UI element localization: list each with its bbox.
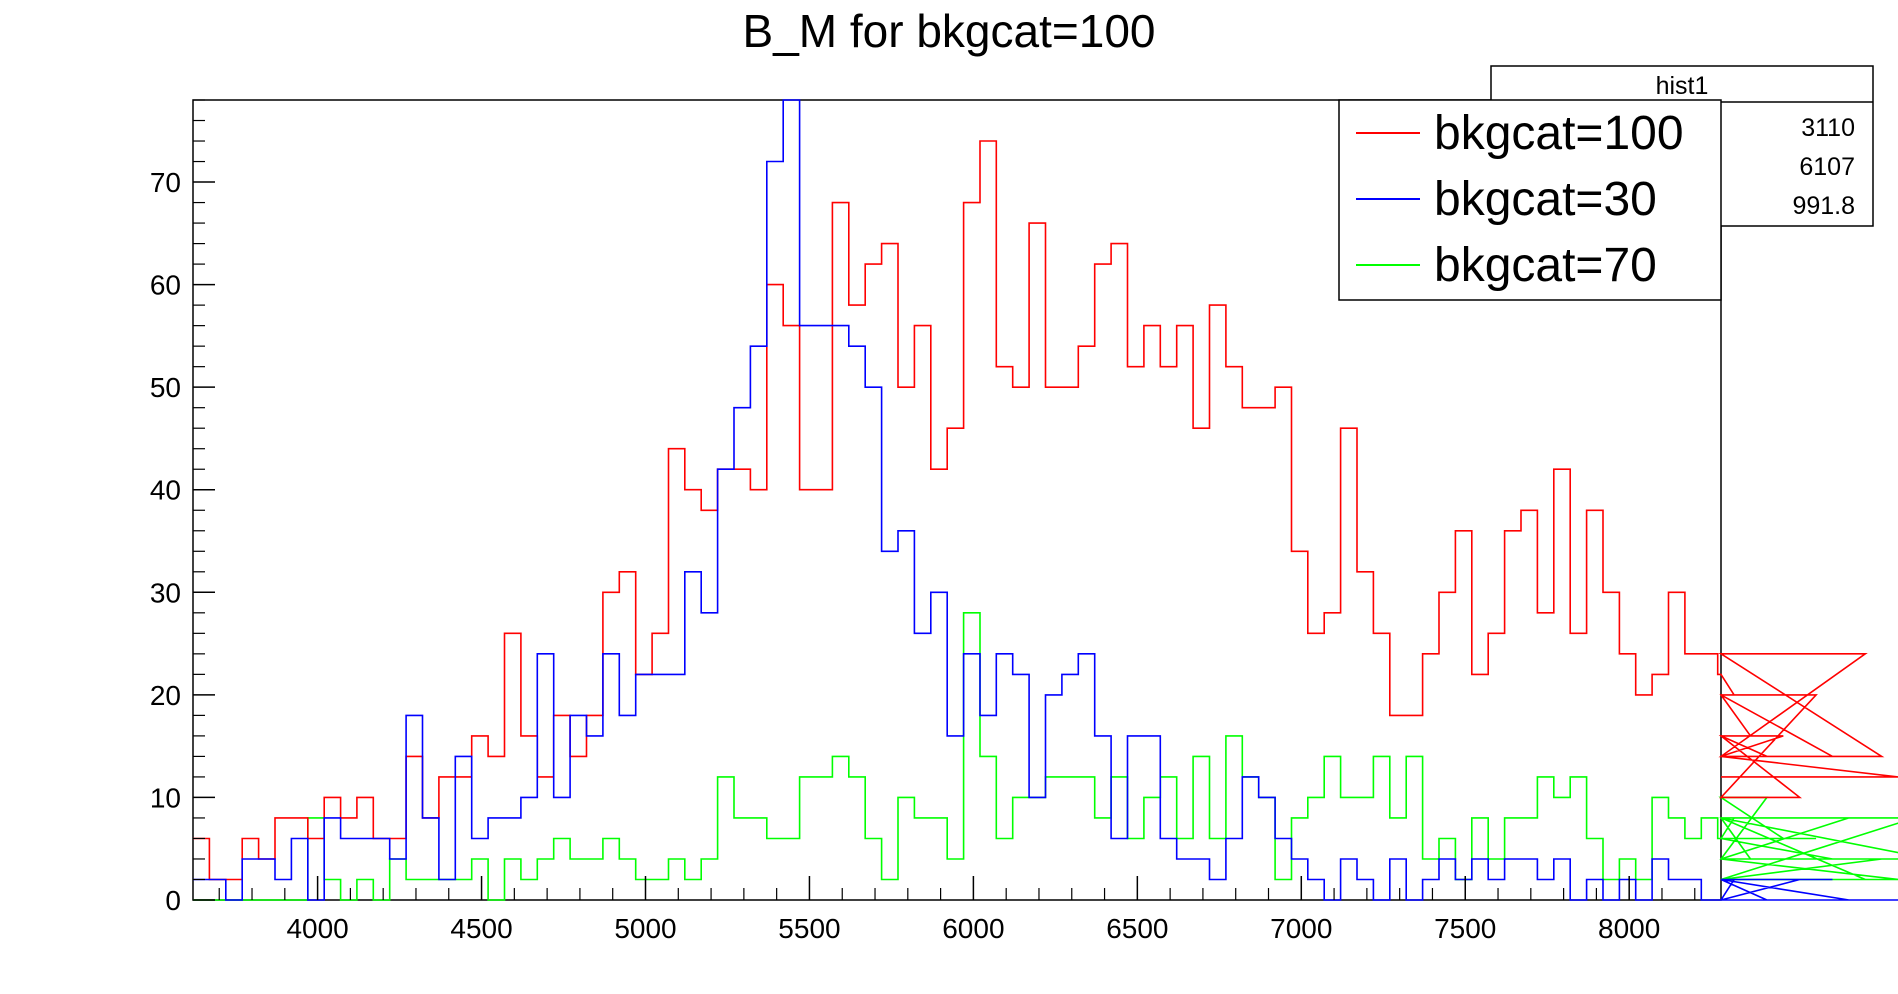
x-tick-label: 5000 bbox=[614, 913, 676, 944]
series-line-bkgcat-100 bbox=[193, 140, 1898, 881]
y-tick-label: 10 bbox=[150, 782, 181, 813]
axes: 4000 4500 5000 5500 6000 6500 7000 7500 8000 0 10 2… bbox=[150, 99, 1696, 944]
legend: bkgcat=100 bkgcat=30 bkgcat=70 bbox=[1338, 99, 1722, 301]
y-tick-label: 70 bbox=[150, 167, 181, 198]
x-tick-label: 5500 bbox=[778, 913, 840, 944]
legend-label-bkgcat-70: bkgcat=70 bbox=[1434, 239, 1657, 292]
legend-label-bkgcat-100: bkgcat=100 bbox=[1434, 107, 1684, 160]
chart-title: B_M for bkgcat=100 bbox=[743, 5, 1156, 57]
plot-frame bbox=[192, 99, 1722, 901]
series-layer bbox=[193, 99, 1898, 901]
x-tick-label: 6000 bbox=[942, 913, 1004, 944]
y-tick-label: 30 bbox=[150, 577, 181, 608]
x-tick-label: 6500 bbox=[1106, 913, 1168, 944]
stats-value-mean: 6107 bbox=[1799, 153, 1855, 181]
series-line-bkgcat-70 bbox=[193, 612, 1898, 901]
y-tick-label: 20 bbox=[150, 680, 181, 711]
y-tick-label: 60 bbox=[150, 270, 181, 301]
stats-value-stddev: 991.8 bbox=[1792, 192, 1855, 220]
stats-value-entries: 3110 bbox=[1801, 114, 1855, 142]
x-tick-label: 7000 bbox=[1270, 913, 1332, 944]
x-tick-label: 4500 bbox=[450, 913, 512, 944]
stats-box-name: hist1 bbox=[1656, 72, 1709, 100]
legend-label-bkgcat-30: bkgcat=30 bbox=[1434, 173, 1657, 226]
y-tick-label: 40 bbox=[150, 475, 181, 506]
x-tick-label: 8000 bbox=[1598, 913, 1660, 944]
x-tick-label: 4000 bbox=[286, 913, 348, 944]
y-tick-label: 50 bbox=[150, 372, 181, 403]
y-tick-label: 0 bbox=[165, 885, 181, 916]
x-tick-label: 7500 bbox=[1434, 913, 1496, 944]
series-line-bkgcat-30 bbox=[193, 99, 1898, 901]
